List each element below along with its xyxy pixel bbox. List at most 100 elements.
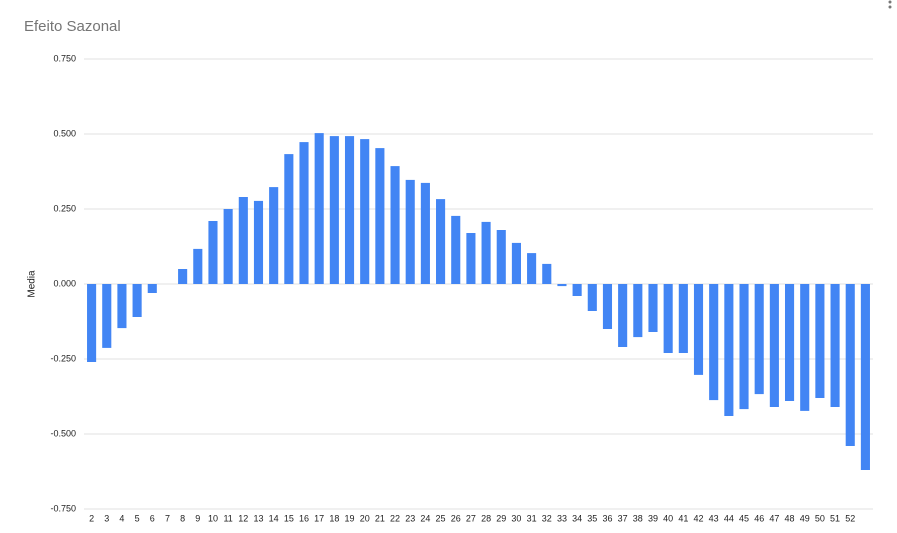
y-tick-label: -0.750 bbox=[50, 503, 76, 513]
bar bbox=[754, 284, 764, 395]
bar bbox=[633, 284, 643, 338]
y-tick-label: -0.250 bbox=[50, 353, 76, 363]
bar bbox=[193, 248, 203, 284]
bar bbox=[663, 284, 673, 353]
y-tick-label: 0.500 bbox=[53, 128, 76, 138]
bar bbox=[784, 284, 795, 401]
bar bbox=[496, 230, 506, 284]
x-tick-label: 9 bbox=[195, 513, 200, 523]
x-tick-label: 25 bbox=[436, 513, 446, 523]
bar bbox=[390, 166, 400, 284]
x-tick-label: 24 bbox=[420, 513, 430, 523]
bar bbox=[739, 284, 749, 410]
x-tick-label: 15 bbox=[284, 513, 294, 523]
bar bbox=[253, 200, 264, 284]
x-tick-label: 20 bbox=[360, 513, 370, 523]
x-tick-label: 37 bbox=[618, 513, 628, 523]
bar bbox=[602, 284, 613, 329]
x-tick-label: 36 bbox=[602, 513, 612, 523]
x-tick-label: 47 bbox=[769, 513, 779, 523]
y-tick-label: 0.250 bbox=[53, 203, 76, 213]
bar bbox=[511, 242, 521, 284]
x-tick-label: 46 bbox=[754, 513, 764, 523]
bar bbox=[466, 233, 476, 284]
x-tick-label: 51 bbox=[830, 513, 840, 523]
bar bbox=[284, 154, 294, 284]
menu-icon[interactable] bbox=[888, 0, 892, 9]
x-tick-label: 49 bbox=[800, 513, 810, 523]
bar bbox=[618, 284, 628, 347]
x-tick-label: 7 bbox=[165, 513, 170, 523]
x-tick-label: 35 bbox=[587, 513, 597, 523]
bar bbox=[299, 142, 309, 284]
bar bbox=[648, 284, 658, 332]
x-tick-label: 19 bbox=[345, 513, 355, 523]
x-tick-label: 13 bbox=[253, 513, 263, 523]
x-tick-label: 28 bbox=[481, 513, 491, 523]
x-tick-label: 8 bbox=[180, 513, 185, 523]
x-tick-label: 5 bbox=[135, 513, 140, 523]
x-tick-label: 42 bbox=[694, 513, 704, 523]
x-tick-label: 44 bbox=[724, 513, 734, 523]
bar bbox=[87, 284, 97, 362]
x-tick-label: 11 bbox=[223, 513, 232, 523]
bar bbox=[375, 148, 385, 284]
bar bbox=[117, 284, 127, 329]
bar bbox=[815, 284, 825, 398]
x-tick-label: 10 bbox=[208, 513, 218, 523]
x-tick-label: 30 bbox=[511, 513, 521, 523]
x-tick-label: 14 bbox=[269, 513, 279, 523]
bar bbox=[557, 284, 567, 287]
bar bbox=[800, 284, 810, 411]
x-tick-label: 12 bbox=[238, 513, 248, 523]
bar bbox=[405, 179, 415, 284]
bar bbox=[678, 284, 688, 353]
x-tick-label: 34 bbox=[572, 513, 582, 523]
bar bbox=[436, 199, 446, 284]
bar bbox=[329, 136, 339, 284]
x-tick-label: 27 bbox=[466, 513, 476, 523]
bar bbox=[481, 221, 491, 284]
x-tick-label: 17 bbox=[314, 513, 324, 523]
x-tick-label: 16 bbox=[299, 513, 309, 523]
x-tick-label: 38 bbox=[633, 513, 643, 523]
bar bbox=[527, 253, 537, 284]
x-tick-label: 4 bbox=[119, 513, 124, 523]
bar bbox=[572, 284, 582, 296]
bar bbox=[344, 136, 355, 284]
bar bbox=[860, 284, 870, 470]
bar bbox=[147, 284, 157, 293]
bar bbox=[314, 133, 324, 284]
bar bbox=[178, 269, 188, 284]
x-tick-label: 21 bbox=[375, 513, 385, 523]
bar bbox=[132, 284, 142, 317]
bar bbox=[420, 182, 430, 284]
bar bbox=[238, 197, 248, 284]
y-tick-label: -0.500 bbox=[50, 428, 76, 438]
bar bbox=[830, 284, 840, 407]
x-tick-label: 41 bbox=[678, 513, 688, 523]
x-tick-label: 52 bbox=[845, 513, 855, 523]
bar bbox=[208, 221, 218, 284]
bar bbox=[269, 187, 279, 284]
bar bbox=[360, 139, 370, 284]
chart-title: Efeito Sazonal bbox=[24, 18, 121, 35]
bar bbox=[709, 284, 719, 401]
x-tick-label: 33 bbox=[557, 513, 567, 523]
x-tick-label: 43 bbox=[709, 513, 719, 523]
x-tick-label: 32 bbox=[542, 513, 552, 523]
bar bbox=[587, 284, 597, 311]
bar bbox=[102, 284, 112, 348]
x-tick-label: 22 bbox=[390, 513, 400, 523]
x-tick-label: 45 bbox=[739, 513, 749, 523]
x-tick-label: 2 bbox=[89, 513, 94, 523]
bar bbox=[724, 284, 734, 416]
y-axis-label: Media bbox=[27, 270, 38, 298]
bar bbox=[693, 284, 704, 375]
x-tick-label: 50 bbox=[815, 513, 825, 523]
bar bbox=[769, 284, 779, 407]
y-tick-label: 0.000 bbox=[53, 278, 76, 288]
x-tick-label: 6 bbox=[150, 513, 155, 523]
x-tick-label: 39 bbox=[648, 513, 658, 523]
